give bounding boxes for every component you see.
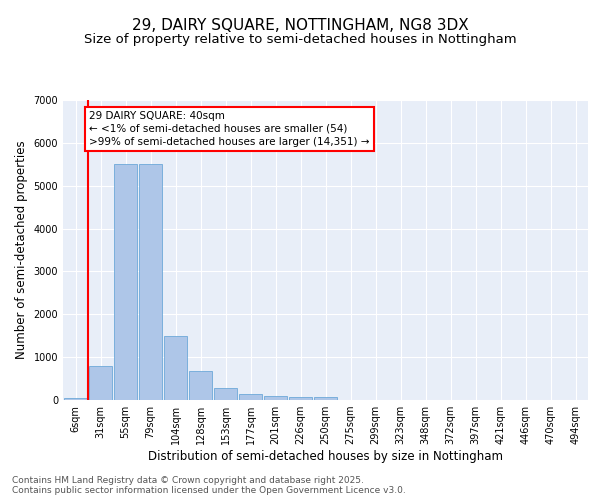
Text: 29, DAIRY SQUARE, NOTTINGHAM, NG8 3DX: 29, DAIRY SQUARE, NOTTINGHAM, NG8 3DX	[131, 18, 469, 32]
Bar	[89, 366, 112, 400]
Bar	[114, 164, 137, 400]
Bar	[164, 336, 187, 400]
Bar	[314, 397, 337, 400]
Y-axis label: Number of semi-detached properties: Number of semi-detached properties	[15, 140, 28, 360]
Bar	[214, 388, 237, 400]
Text: Contains HM Land Registry data © Crown copyright and database right 2025.
Contai: Contains HM Land Registry data © Crown c…	[12, 476, 406, 495]
Bar	[239, 394, 262, 400]
Bar	[64, 398, 87, 400]
Text: Size of property relative to semi-detached houses in Nottingham: Size of property relative to semi-detach…	[83, 32, 517, 46]
Text: 29 DAIRY SQUARE: 40sqm
← <1% of semi-detached houses are smaller (54)
>99% of se: 29 DAIRY SQUARE: 40sqm ← <1% of semi-det…	[89, 110, 370, 147]
Bar	[289, 397, 312, 400]
Bar	[189, 372, 212, 400]
Bar	[264, 396, 287, 400]
X-axis label: Distribution of semi-detached houses by size in Nottingham: Distribution of semi-detached houses by …	[148, 450, 503, 463]
Bar	[139, 164, 162, 400]
